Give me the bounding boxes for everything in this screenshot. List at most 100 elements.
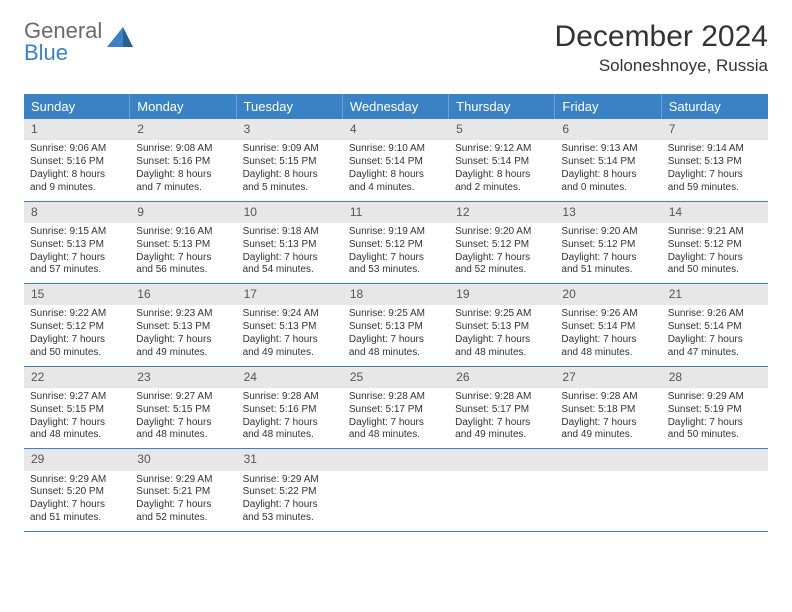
sunset-text: Sunset: 5:13 PM: [136, 321, 230, 334]
day-cell: 18Sunrise: 9:25 AMSunset: 5:13 PMDayligh…: [343, 284, 449, 366]
day-body: Sunrise: 9:19 AMSunset: 5:12 PMDaylight:…: [343, 226, 449, 277]
daylight-text: Daylight: 7 hours and 49 minutes.: [561, 417, 655, 443]
day-number: 7: [662, 119, 768, 140]
sunrise-text: Sunrise: 9:28 AM: [243, 391, 337, 404]
sunset-text: Sunset: 5:12 PM: [30, 321, 124, 334]
sunset-text: Sunset: 5:13 PM: [136, 239, 230, 252]
logo-triangle-icon: [107, 27, 133, 52]
day-cell: 6Sunrise: 9:13 AMSunset: 5:14 PMDaylight…: [555, 119, 661, 201]
day-number: 13: [555, 202, 661, 223]
weekday-header: Tuesday: [237, 94, 343, 119]
daylight-text: Daylight: 7 hours and 51 minutes.: [561, 252, 655, 278]
daylight-text: Daylight: 8 hours and 7 minutes.: [136, 169, 230, 195]
day-number: 23: [130, 367, 236, 388]
day-cell: 11 Sunrise: 9:19 AMSunset: 5:12 PMDayligh…: [343, 202, 449, 284]
weekday-header: Wednesday: [343, 94, 449, 119]
sunset-text: Sunset: 5:13 PM: [243, 321, 337, 334]
daylight-text: Daylight: 7 hours and 54 minutes.: [243, 252, 337, 278]
day-number: 2: [130, 119, 236, 140]
sunrise-text: Sunrise: 9:21 AM: [668, 226, 762, 239]
day-cell: 10Sunrise: 9:18 AMSunset: 5:13 PMDayligh…: [237, 202, 343, 284]
day-cell: 23Sunrise: 9:27 AMSunset: 5:15 PMDayligh…: [130, 367, 236, 449]
day-cell: 8Sunrise: 9:15 AMSunset: 5:13 PMDaylight…: [24, 202, 130, 284]
day-cell: 29 Sunrise: 9:29 AMSunset: 5:20 PMDayligh…: [24, 449, 130, 531]
sunrise-text: Sunrise: 9:27 AM: [30, 391, 124, 404]
sunrise-text: Sunrise: 9:13 AM: [561, 143, 655, 156]
sunset-text: Sunset: 5:15 PM: [243, 156, 337, 169]
day-body: Sunrise: 9:27 AMSunset: 5:15 PMDaylight:…: [24, 391, 130, 442]
sunset-text: Sunset: 5:16 PM: [30, 156, 124, 169]
day-body: Sunrise: 9:28 AMSunset: 5:18 PMDaylight:…: [555, 391, 661, 442]
logo-line2: Blue: [24, 42, 102, 64]
day-cell: [662, 449, 768, 531]
sunset-text: Sunset: 5:12 PM: [349, 239, 443, 252]
day-body: Sunrise: 9:29 AMSunset: 5:20 PMDaylight:…: [24, 474, 130, 525]
daylight-text: Daylight: 7 hours and 48 minutes.: [349, 417, 443, 443]
day-number: 30: [130, 449, 236, 470]
day-cell: 27Sunrise: 9:28 AMSunset: 5:18 PMDayligh…: [555, 367, 661, 449]
sunset-text: Sunset: 5:16 PM: [243, 404, 337, 417]
day-cell: 15 Sunrise: 9:22 AMSunset: 5:12 PMDayligh…: [24, 284, 130, 366]
logo-line1: General: [24, 20, 102, 42]
day-body: Sunrise: 9:20 AMSunset: 5:12 PMDaylight:…: [449, 226, 555, 277]
day-cell: 17 Sunrise: 9:24 AMSunset: 5:13 PMDayligh…: [237, 284, 343, 366]
day-body: Sunrise: 9:22 AMSunset: 5:12 PMDaylight:…: [24, 308, 130, 359]
day-body: Sunrise: 9:29 AMSunset: 5:22 PMDaylight:…: [237, 474, 343, 525]
sunrise-text: Sunrise: 9:09 AM: [243, 143, 337, 156]
day-body: Sunrise: 9:12 AMSunset: 5:14 PMDaylight:…: [449, 143, 555, 194]
day-cell: 26Sunrise: 9:28 AMSunset: 5:17 PMDayligh…: [449, 367, 555, 449]
day-cell: 7Sunrise: 9:14 AMSunset: 5:13 PMDaylight…: [662, 119, 768, 201]
sunset-text: Sunset: 5:12 PM: [668, 239, 762, 252]
day-number: 25: [343, 367, 449, 388]
day-body: Sunrise: 9:24 AMSunset: 5:13 PMDaylight:…: [237, 308, 343, 359]
daylight-text: Daylight: 7 hours and 53 minutes.: [349, 252, 443, 278]
day-number: 21: [662, 284, 768, 305]
sunset-text: Sunset: 5:14 PM: [349, 156, 443, 169]
sunrise-text: Sunrise: 9:28 AM: [561, 391, 655, 404]
sunrise-text: Sunrise: 9:14 AM: [668, 143, 762, 156]
day-body: Sunrise: 9:28 AMSunset: 5:16 PMDaylight:…: [237, 391, 343, 442]
day-cell: 2Sunrise: 9:08 AMSunset: 5:16 PMDaylight…: [130, 119, 236, 201]
day-number: 31: [237, 449, 343, 470]
weekday-header-row: Sunday Monday Tuesday Wednesday Thursday…: [24, 94, 768, 119]
daylight-text: Daylight: 7 hours and 50 minutes.: [30, 334, 124, 360]
day-body: Sunrise: 9:26 AMSunset: 5:14 PMDaylight:…: [662, 308, 768, 359]
daylight-text: Daylight: 7 hours and 50 minutes.: [668, 252, 762, 278]
sunset-text: Sunset: 5:12 PM: [455, 239, 549, 252]
daylight-text: Daylight: 7 hours and 48 minutes.: [243, 417, 337, 443]
day-number: [662, 449, 768, 470]
day-number: 28: [662, 367, 768, 388]
day-body: Sunrise: 9:18 AMSunset: 5:13 PMDaylight:…: [237, 226, 343, 277]
day-number: 17: [237, 284, 343, 305]
daylight-text: Daylight: 7 hours and 56 minutes.: [136, 252, 230, 278]
day-number: 15: [24, 284, 130, 305]
sunrise-text: Sunrise: 9:26 AM: [668, 308, 762, 321]
day-cell: 25Sunrise: 9:28 AMSunset: 5:17 PMDayligh…: [343, 367, 449, 449]
sunrise-text: Sunrise: 9:29 AM: [30, 474, 124, 487]
sunrise-text: Sunrise: 9:23 AM: [136, 308, 230, 321]
day-cell: 30Sunrise: 9:29 AMSunset: 5:21 PMDayligh…: [130, 449, 236, 531]
day-number: 11: [343, 202, 449, 223]
sunset-text: Sunset: 5:17 PM: [349, 404, 443, 417]
sunset-text: Sunset: 5:14 PM: [561, 321, 655, 334]
sunset-text: Sunset: 5:16 PM: [136, 156, 230, 169]
sunset-text: Sunset: 5:14 PM: [668, 321, 762, 334]
day-number: 19: [449, 284, 555, 305]
sunset-text: Sunset: 5:14 PM: [561, 156, 655, 169]
weekday-header: Monday: [130, 94, 236, 119]
daylight-text: Daylight: 7 hours and 48 minutes.: [455, 334, 549, 360]
day-number: 5: [449, 119, 555, 140]
day-number: [555, 449, 661, 470]
day-number: [449, 449, 555, 470]
day-number: 29: [24, 449, 130, 470]
day-cell: 4Sunrise: 9:10 AMSunset: 5:14 PMDaylight…: [343, 119, 449, 201]
day-cell: 24Sunrise: 9:28 AMSunset: 5:16 PMDayligh…: [237, 367, 343, 449]
weekday-header: Thursday: [449, 94, 555, 119]
day-cell: 14Sunrise: 9:21 AMSunset: 5:12 PMDayligh…: [662, 202, 768, 284]
location: Soloneshnoye, Russia: [555, 56, 768, 76]
day-number: 9: [130, 202, 236, 223]
day-number: 8: [24, 202, 130, 223]
daylight-text: Daylight: 7 hours and 52 minutes.: [455, 252, 549, 278]
daylight-text: Daylight: 7 hours and 48 minutes.: [349, 334, 443, 360]
sunset-text: Sunset: 5:22 PM: [243, 486, 337, 499]
